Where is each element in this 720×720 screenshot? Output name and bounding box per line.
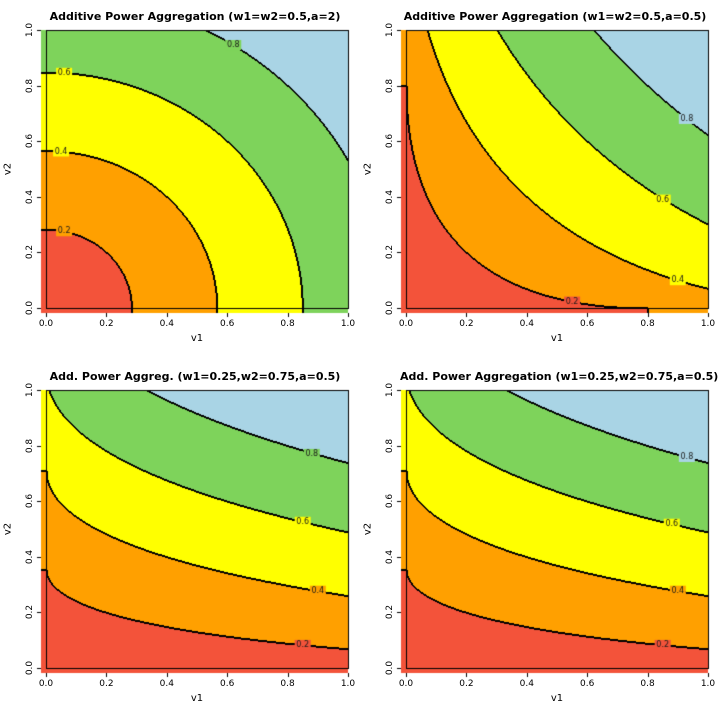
y-axis-label: v2 <box>2 162 14 176</box>
y-axis-label: v2 <box>2 522 14 536</box>
y-axis-label: v2 <box>362 162 374 176</box>
contour-plot-canvas <box>0 0 360 360</box>
panel-top-left: Additive Power Aggregation (w1=w2=0.5,a=… <box>0 0 360 360</box>
x-axis-label: v1 <box>190 333 204 344</box>
x-axis-label: v1 <box>550 693 564 704</box>
panel-title: Add. Power Aggreg. (w1=0.25,w2=0.75,a=0.… <box>49 370 341 383</box>
x-axis-label: v1 <box>550 333 564 344</box>
contour-plot-canvas <box>360 360 720 720</box>
panel-title: Additive Power Aggregation (w1=w2=0.5,a=… <box>49 10 341 23</box>
panel-top-right: Additive Power Aggregation (w1=w2=0.5,a=… <box>360 0 720 360</box>
y-axis-label: v2 <box>362 522 374 536</box>
panel-title: Add. Power Aggregation (w1=0.25,w2=0.75,… <box>400 370 719 383</box>
panel-bottom-right: Add. Power Aggregation (w1=0.25,w2=0.75,… <box>360 360 720 720</box>
contour-plot-canvas <box>360 0 720 360</box>
x-axis-label: v1 <box>190 693 204 704</box>
panel-title: Additive Power Aggregation (w1=w2=0.5,a=… <box>403 10 707 23</box>
panel-bottom-left: Add. Power Aggreg. (w1=0.25,w2=0.75,a=0.… <box>0 360 360 720</box>
contour-plot-canvas <box>0 360 360 720</box>
